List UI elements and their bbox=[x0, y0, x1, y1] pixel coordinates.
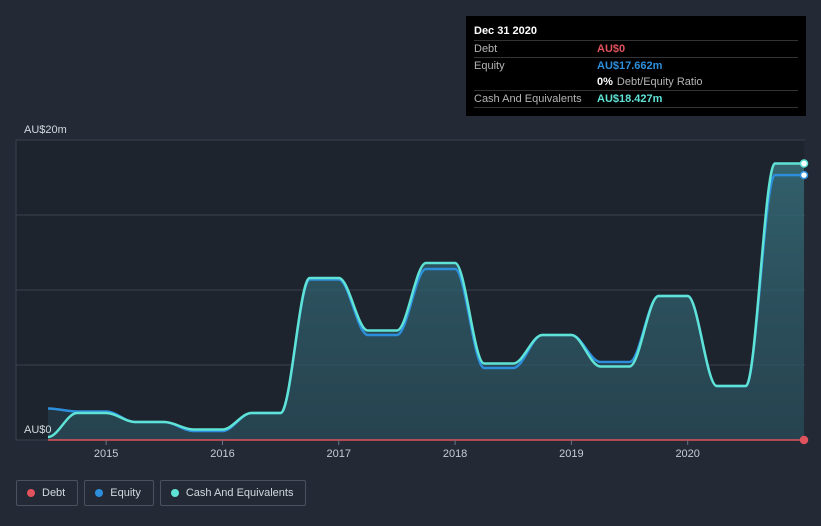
tooltip-date: Dec 31 2020 bbox=[474, 25, 537, 37]
y-tick-label-20: AU$20m bbox=[24, 124, 67, 136]
cash-end-marker bbox=[799, 159, 809, 168]
tooltip-debt-value: AU$0 bbox=[597, 43, 626, 55]
debt-dot-icon bbox=[27, 489, 35, 497]
area-layer bbox=[48, 163, 804, 441]
x-tick-label-2016: 2016 bbox=[210, 448, 234, 460]
tooltip-debt-row: Debt AU$0 bbox=[474, 40, 798, 57]
legend-label-debt: Debt bbox=[42, 487, 66, 499]
legend-item-equity[interactable]: Equity bbox=[84, 480, 154, 506]
end-markers bbox=[799, 159, 809, 445]
tooltip-equity-label: Equity bbox=[474, 60, 505, 72]
legend-label-equity: Equity bbox=[110, 487, 141, 499]
equity-end-marker bbox=[799, 170, 809, 180]
x-tick-label-2018: 2018 bbox=[443, 448, 467, 460]
series-lines bbox=[47, 162, 804, 441]
chart-legend: Debt Equity Cash And Equivalents bbox=[16, 480, 307, 506]
y-axis-ticks: AU$0 AU$20m bbox=[24, 124, 67, 436]
tooltip-ratio-row: 0% Debt/Equity Ratio bbox=[474, 74, 798, 90]
data-tooltip: Dec 31 2020 Debt AU$0 Equity AU$17.662m … bbox=[466, 16, 806, 116]
tooltip-ratio-label: Debt/Equity Ratio bbox=[616, 76, 703, 88]
legend-label-cash: Cash And Equivalents bbox=[185, 487, 294, 499]
cash-area bbox=[48, 163, 804, 441]
cash-line bbox=[47, 162, 804, 439]
tooltip-cash-label: Cash And Equivalents bbox=[474, 93, 582, 105]
tooltip-ratio-spacer bbox=[474, 74, 597, 90]
x-tick-label-2015: 2015 bbox=[94, 448, 118, 460]
equity-dot-icon bbox=[95, 489, 104, 497]
x-tick-label-2017: 2017 bbox=[327, 448, 351, 460]
x-axis-ticks: 2015 2016 2017 2018 2019 2020 bbox=[94, 440, 700, 460]
tooltip-equity-value: AU$17.662m bbox=[597, 60, 663, 72]
legend-item-cash[interactable]: Cash And Equivalents bbox=[159, 480, 307, 506]
debt-end-marker bbox=[799, 435, 809, 445]
tooltip-ratio-value: 0% bbox=[597, 76, 613, 88]
tooltip-cash-value: AU$18.427m bbox=[597, 93, 663, 105]
tooltip-cash-row: Cash And Equivalents AU$18.427m bbox=[474, 90, 798, 108]
legend-item-debt[interactable]: Debt bbox=[16, 480, 79, 506]
tooltip-equity-row: Equity AU$17.662m bbox=[474, 57, 798, 74]
equity-area bbox=[48, 175, 804, 440]
x-tick-label-2020: 2020 bbox=[675, 448, 699, 460]
y-tick-label-0: AU$0 bbox=[24, 424, 52, 436]
x-tick-label-2019: 2019 bbox=[559, 448, 583, 460]
cash-dot-icon bbox=[170, 489, 179, 497]
tooltip-debt-label: Debt bbox=[474, 43, 498, 55]
